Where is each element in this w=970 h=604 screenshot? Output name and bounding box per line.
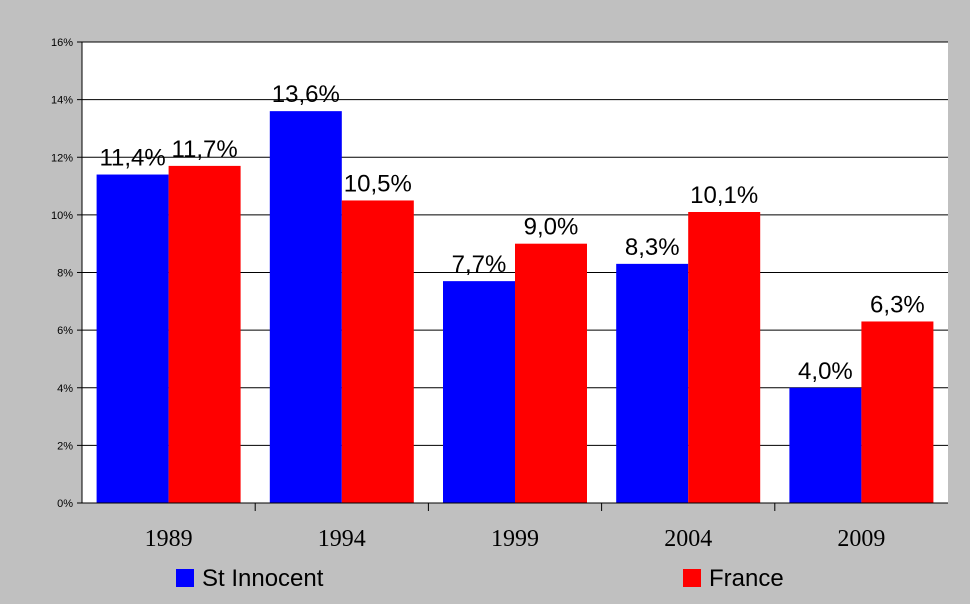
legend-label: St Innocent	[202, 565, 324, 592]
bars	[96, 111, 934, 504]
bar	[616, 263, 689, 503]
bar	[861, 321, 934, 503]
x-tick-label: 1999	[491, 526, 539, 552]
data-label: 8,3%	[625, 234, 680, 261]
x-tick-label: 1989	[145, 526, 193, 552]
data-label: 9,0%	[524, 214, 579, 241]
bar	[269, 111, 342, 504]
bar	[688, 211, 761, 503]
data-label: 4,0%	[798, 358, 853, 385]
legend-swatch	[176, 569, 194, 587]
bar	[168, 165, 241, 504]
y-tick-label: 4%	[57, 383, 73, 395]
legend-label: France	[709, 565, 784, 592]
y-tick-label: 12%	[51, 152, 73, 164]
data-label: 7,7%	[452, 251, 507, 278]
bar	[96, 174, 169, 503]
legend: St Innocent France	[176, 565, 784, 592]
y-tick-label: 2%	[57, 440, 73, 452]
data-label: 6,3%	[870, 291, 925, 318]
x-tick-label: 2009	[837, 526, 885, 552]
y-tick-label: 14%	[51, 95, 73, 107]
data-label: 11,4%	[99, 145, 165, 172]
y-tick-label: 16%	[51, 37, 73, 49]
data-label: 11,7%	[171, 136, 237, 163]
y-tick-label: 0%	[57, 498, 73, 510]
data-label: 10,5%	[344, 170, 412, 197]
y-tick-label: 10%	[51, 210, 73, 222]
axes: 0% 2% 4% 6% 8% 10% 12% 14% 16% 1989 1994 1999 2004 20…	[51, 37, 948, 552]
bar	[443, 281, 515, 503]
x-tick-label: 2004	[664, 526, 712, 552]
bar	[341, 200, 414, 503]
bar	[515, 243, 587, 503]
data-label: 10,1%	[690, 182, 758, 209]
y-tick-label: 8%	[57, 268, 73, 280]
legend-swatch	[683, 569, 701, 587]
x-tick-label: 1994	[318, 526, 366, 552]
data-label: 13,6%	[272, 81, 340, 108]
bar	[789, 387, 862, 503]
data-labels: 11,4% 11,7% 13,6% 10,5% 7,7% 9,0% 8,3% 10,1% 4,0…	[99, 81, 924, 385]
y-tick-label: 6%	[57, 325, 73, 337]
